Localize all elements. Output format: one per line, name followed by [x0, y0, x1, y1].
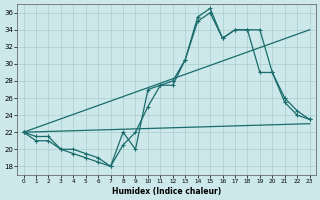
- X-axis label: Humidex (Indice chaleur): Humidex (Indice chaleur): [112, 187, 221, 196]
